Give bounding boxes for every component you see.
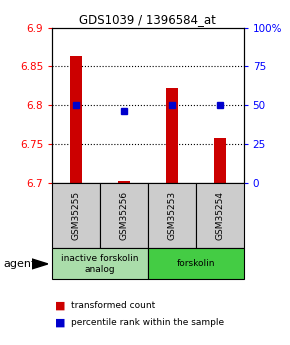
Text: inactive forskolin
analog: inactive forskolin analog <box>61 254 139 274</box>
Bar <box>148 248 244 279</box>
Text: ■: ■ <box>55 300 66 310</box>
Bar <box>148 183 196 248</box>
Text: transformed count: transformed count <box>71 301 155 310</box>
Title: GDS1039 / 1396584_at: GDS1039 / 1396584_at <box>79 13 216 27</box>
Bar <box>52 183 100 248</box>
Text: GSM35255: GSM35255 <box>72 191 81 240</box>
Text: percentile rank within the sample: percentile rank within the sample <box>71 318 224 327</box>
Bar <box>100 183 148 248</box>
Polygon shape <box>32 259 48 269</box>
Text: ■: ■ <box>55 318 66 327</box>
Text: GSM35256: GSM35256 <box>119 191 128 240</box>
Bar <box>166 88 178 183</box>
Bar <box>52 248 148 279</box>
Text: forskolin: forskolin <box>177 259 215 268</box>
Text: agent: agent <box>3 259 35 269</box>
Bar <box>70 56 82 183</box>
Text: GSM35254: GSM35254 <box>215 191 224 240</box>
Bar <box>118 181 130 183</box>
Bar <box>214 138 226 183</box>
Bar <box>196 183 244 248</box>
Text: GSM35253: GSM35253 <box>167 191 176 240</box>
